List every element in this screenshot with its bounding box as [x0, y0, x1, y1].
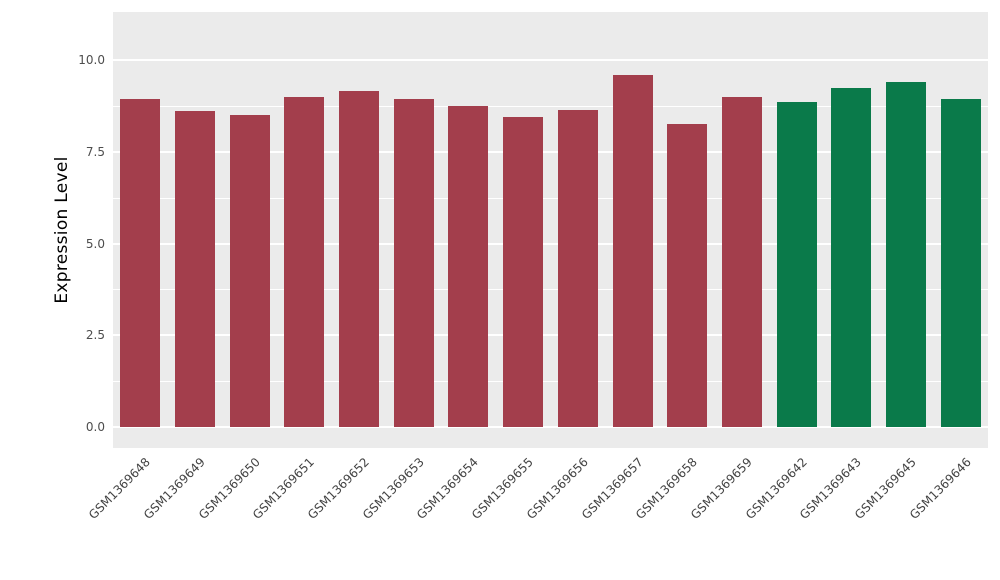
plot-panel	[113, 12, 988, 448]
gridline-major	[113, 59, 988, 61]
gridline-major	[113, 150, 988, 153]
bar-GSM1369659	[721, 96, 762, 427]
gridline-major	[113, 426, 988, 428]
gridline-minor	[113, 289, 988, 291]
bar-GSM1369652	[339, 91, 380, 427]
y-tick-label: 2.5	[85, 328, 105, 343]
gridline-minor	[113, 105, 988, 107]
bar-GSM1369656	[557, 109, 598, 427]
bar-GSM1369657	[612, 74, 653, 427]
bar-GSM1369655	[503, 116, 544, 427]
gridline-major	[113, 334, 988, 337]
y-tick-label: 10.0	[78, 53, 105, 67]
bar-GSM1369651	[284, 96, 325, 427]
bar-GSM1369653	[393, 98, 434, 427]
gridline-minor	[113, 381, 988, 383]
bar-GSM1369646	[940, 98, 981, 427]
gridline-major	[113, 242, 988, 245]
bar-GSM1369650	[229, 115, 270, 427]
bar-GSM1369649	[175, 111, 216, 427]
gridline-minor	[113, 197, 988, 199]
y-tick-label: 7.5	[85, 144, 105, 159]
bar-GSM1369648	[120, 98, 161, 427]
bar-GSM1369643	[831, 87, 872, 427]
bar-GSM1369658	[667, 124, 708, 427]
bar-GSM1369642	[776, 102, 817, 427]
y-tick-label: 0.0	[85, 420, 105, 434]
bar-GSM1369654	[448, 105, 489, 427]
y-axis-title: Expression Level	[52, 156, 72, 304]
bar-GSM1369645	[885, 82, 926, 427]
y-tick-label: 5.0	[85, 236, 105, 251]
